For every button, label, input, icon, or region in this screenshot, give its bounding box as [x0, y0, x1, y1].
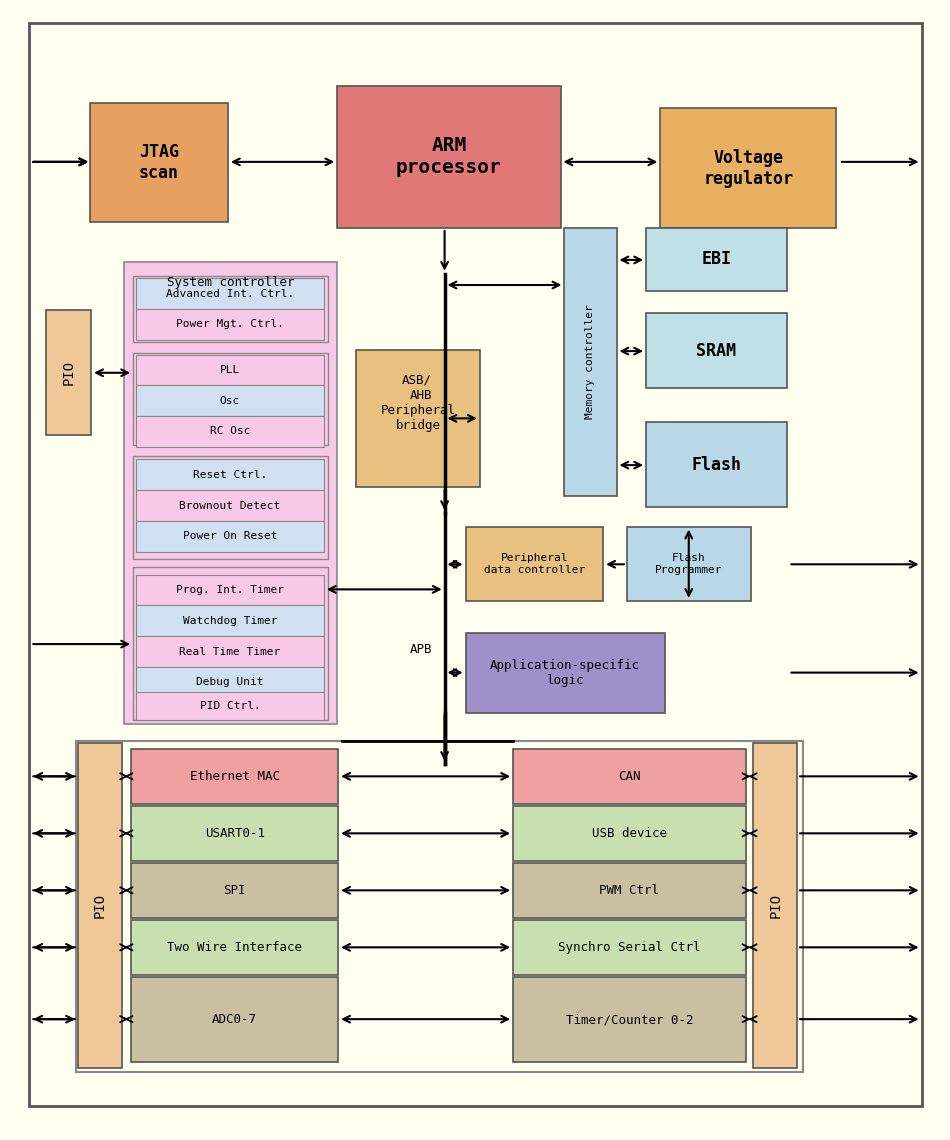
Text: Peripheral
bridge: Peripheral bridge	[381, 405, 455, 432]
Text: PID Ctrl.: PID Ctrl.	[200, 701, 260, 711]
FancyBboxPatch shape	[133, 276, 328, 342]
FancyBboxPatch shape	[136, 355, 324, 385]
FancyBboxPatch shape	[133, 353, 328, 445]
FancyBboxPatch shape	[564, 228, 617, 496]
Text: Reset Ctrl.: Reset Ctrl.	[193, 470, 267, 480]
FancyBboxPatch shape	[136, 575, 324, 605]
FancyBboxPatch shape	[78, 743, 122, 1068]
FancyBboxPatch shape	[646, 314, 787, 388]
Text: ADC0-7: ADC0-7	[212, 1013, 257, 1026]
Text: ASB/
AHB: ASB/ AHB	[402, 374, 432, 401]
FancyBboxPatch shape	[133, 456, 328, 559]
Text: Power On Reset: Power On Reset	[182, 531, 277, 542]
FancyBboxPatch shape	[646, 228, 787, 291]
FancyBboxPatch shape	[131, 863, 338, 918]
FancyBboxPatch shape	[136, 636, 324, 667]
FancyBboxPatch shape	[76, 741, 803, 1072]
FancyBboxPatch shape	[136, 416, 324, 447]
FancyBboxPatch shape	[356, 350, 480, 487]
FancyBboxPatch shape	[136, 385, 324, 416]
Text: Power Mgt. Ctrl.: Power Mgt. Ctrl.	[176, 319, 284, 329]
Text: Memory controller: Memory controller	[585, 304, 596, 420]
Text: Advanced Int. Ctrl.: Advanced Int. Ctrl.	[165, 288, 294, 299]
FancyBboxPatch shape	[513, 977, 746, 1062]
Text: Debug Unit: Debug Unit	[196, 677, 264, 687]
FancyBboxPatch shape	[136, 667, 324, 698]
Text: JTAG
scan: JTAG scan	[139, 142, 180, 182]
Text: Flash: Flash	[692, 456, 741, 473]
FancyBboxPatch shape	[136, 490, 324, 521]
Text: PIO: PIO	[62, 360, 75, 385]
Text: Application-specific
logic: Application-specific logic	[490, 659, 640, 686]
Text: System controller: System controller	[166, 276, 294, 288]
FancyBboxPatch shape	[513, 749, 746, 804]
FancyBboxPatch shape	[646, 422, 787, 507]
FancyBboxPatch shape	[131, 806, 338, 861]
FancyBboxPatch shape	[466, 527, 603, 601]
FancyBboxPatch shape	[133, 567, 328, 720]
FancyBboxPatch shape	[136, 605, 324, 636]
Text: PIO: PIO	[93, 893, 106, 919]
FancyBboxPatch shape	[131, 977, 338, 1062]
Text: Two Wire Interface: Two Wire Interface	[167, 940, 302, 954]
Text: USB device: USB device	[592, 826, 667, 840]
Text: APB: APB	[409, 643, 432, 657]
Text: CAN: CAN	[618, 770, 640, 783]
FancyBboxPatch shape	[337, 86, 560, 228]
FancyBboxPatch shape	[136, 521, 324, 552]
Text: Flash
Programmer: Flash Programmer	[655, 553, 723, 575]
FancyBboxPatch shape	[136, 459, 324, 490]
Text: ARM
processor: ARM processor	[396, 137, 502, 177]
FancyBboxPatch shape	[753, 743, 797, 1068]
Text: Synchro Serial Ctrl: Synchro Serial Ctrl	[559, 940, 701, 954]
FancyBboxPatch shape	[627, 527, 750, 601]
Text: SPI: SPI	[223, 884, 246, 897]
FancyBboxPatch shape	[513, 920, 746, 975]
Text: Prog. Int. Timer: Prog. Int. Timer	[176, 585, 284, 595]
FancyBboxPatch shape	[136, 309, 324, 340]
FancyBboxPatch shape	[660, 108, 836, 228]
FancyBboxPatch shape	[90, 103, 228, 222]
Text: Brownout Detect: Brownout Detect	[180, 500, 280, 511]
Text: Osc: Osc	[219, 396, 240, 406]
Text: USART0-1: USART0-1	[204, 826, 265, 840]
Text: EBI: EBI	[701, 251, 732, 268]
Text: Peripheral
data controller: Peripheral data controller	[484, 553, 585, 575]
Text: PWM Ctrl: PWM Ctrl	[599, 884, 659, 897]
FancyBboxPatch shape	[136, 692, 324, 720]
Text: Timer/Counter 0-2: Timer/Counter 0-2	[565, 1013, 694, 1026]
FancyBboxPatch shape	[28, 23, 922, 1106]
FancyBboxPatch shape	[46, 310, 91, 435]
Text: Watchdog Timer: Watchdog Timer	[182, 616, 277, 626]
Text: SRAM: SRAM	[696, 342, 736, 359]
FancyBboxPatch shape	[124, 262, 337, 724]
FancyBboxPatch shape	[513, 863, 746, 918]
Text: Ethernet MAC: Ethernet MAC	[190, 770, 279, 783]
FancyBboxPatch shape	[466, 633, 665, 712]
Text: Real Time Timer: Real Time Timer	[180, 646, 280, 657]
Text: PIO: PIO	[769, 893, 782, 919]
Text: RC Osc: RC Osc	[210, 426, 250, 437]
FancyBboxPatch shape	[131, 749, 338, 804]
FancyBboxPatch shape	[136, 278, 324, 309]
Text: Voltage
regulator: Voltage regulator	[703, 148, 793, 188]
FancyBboxPatch shape	[513, 806, 746, 861]
FancyBboxPatch shape	[131, 920, 338, 975]
Text: PLL: PLL	[219, 365, 240, 375]
